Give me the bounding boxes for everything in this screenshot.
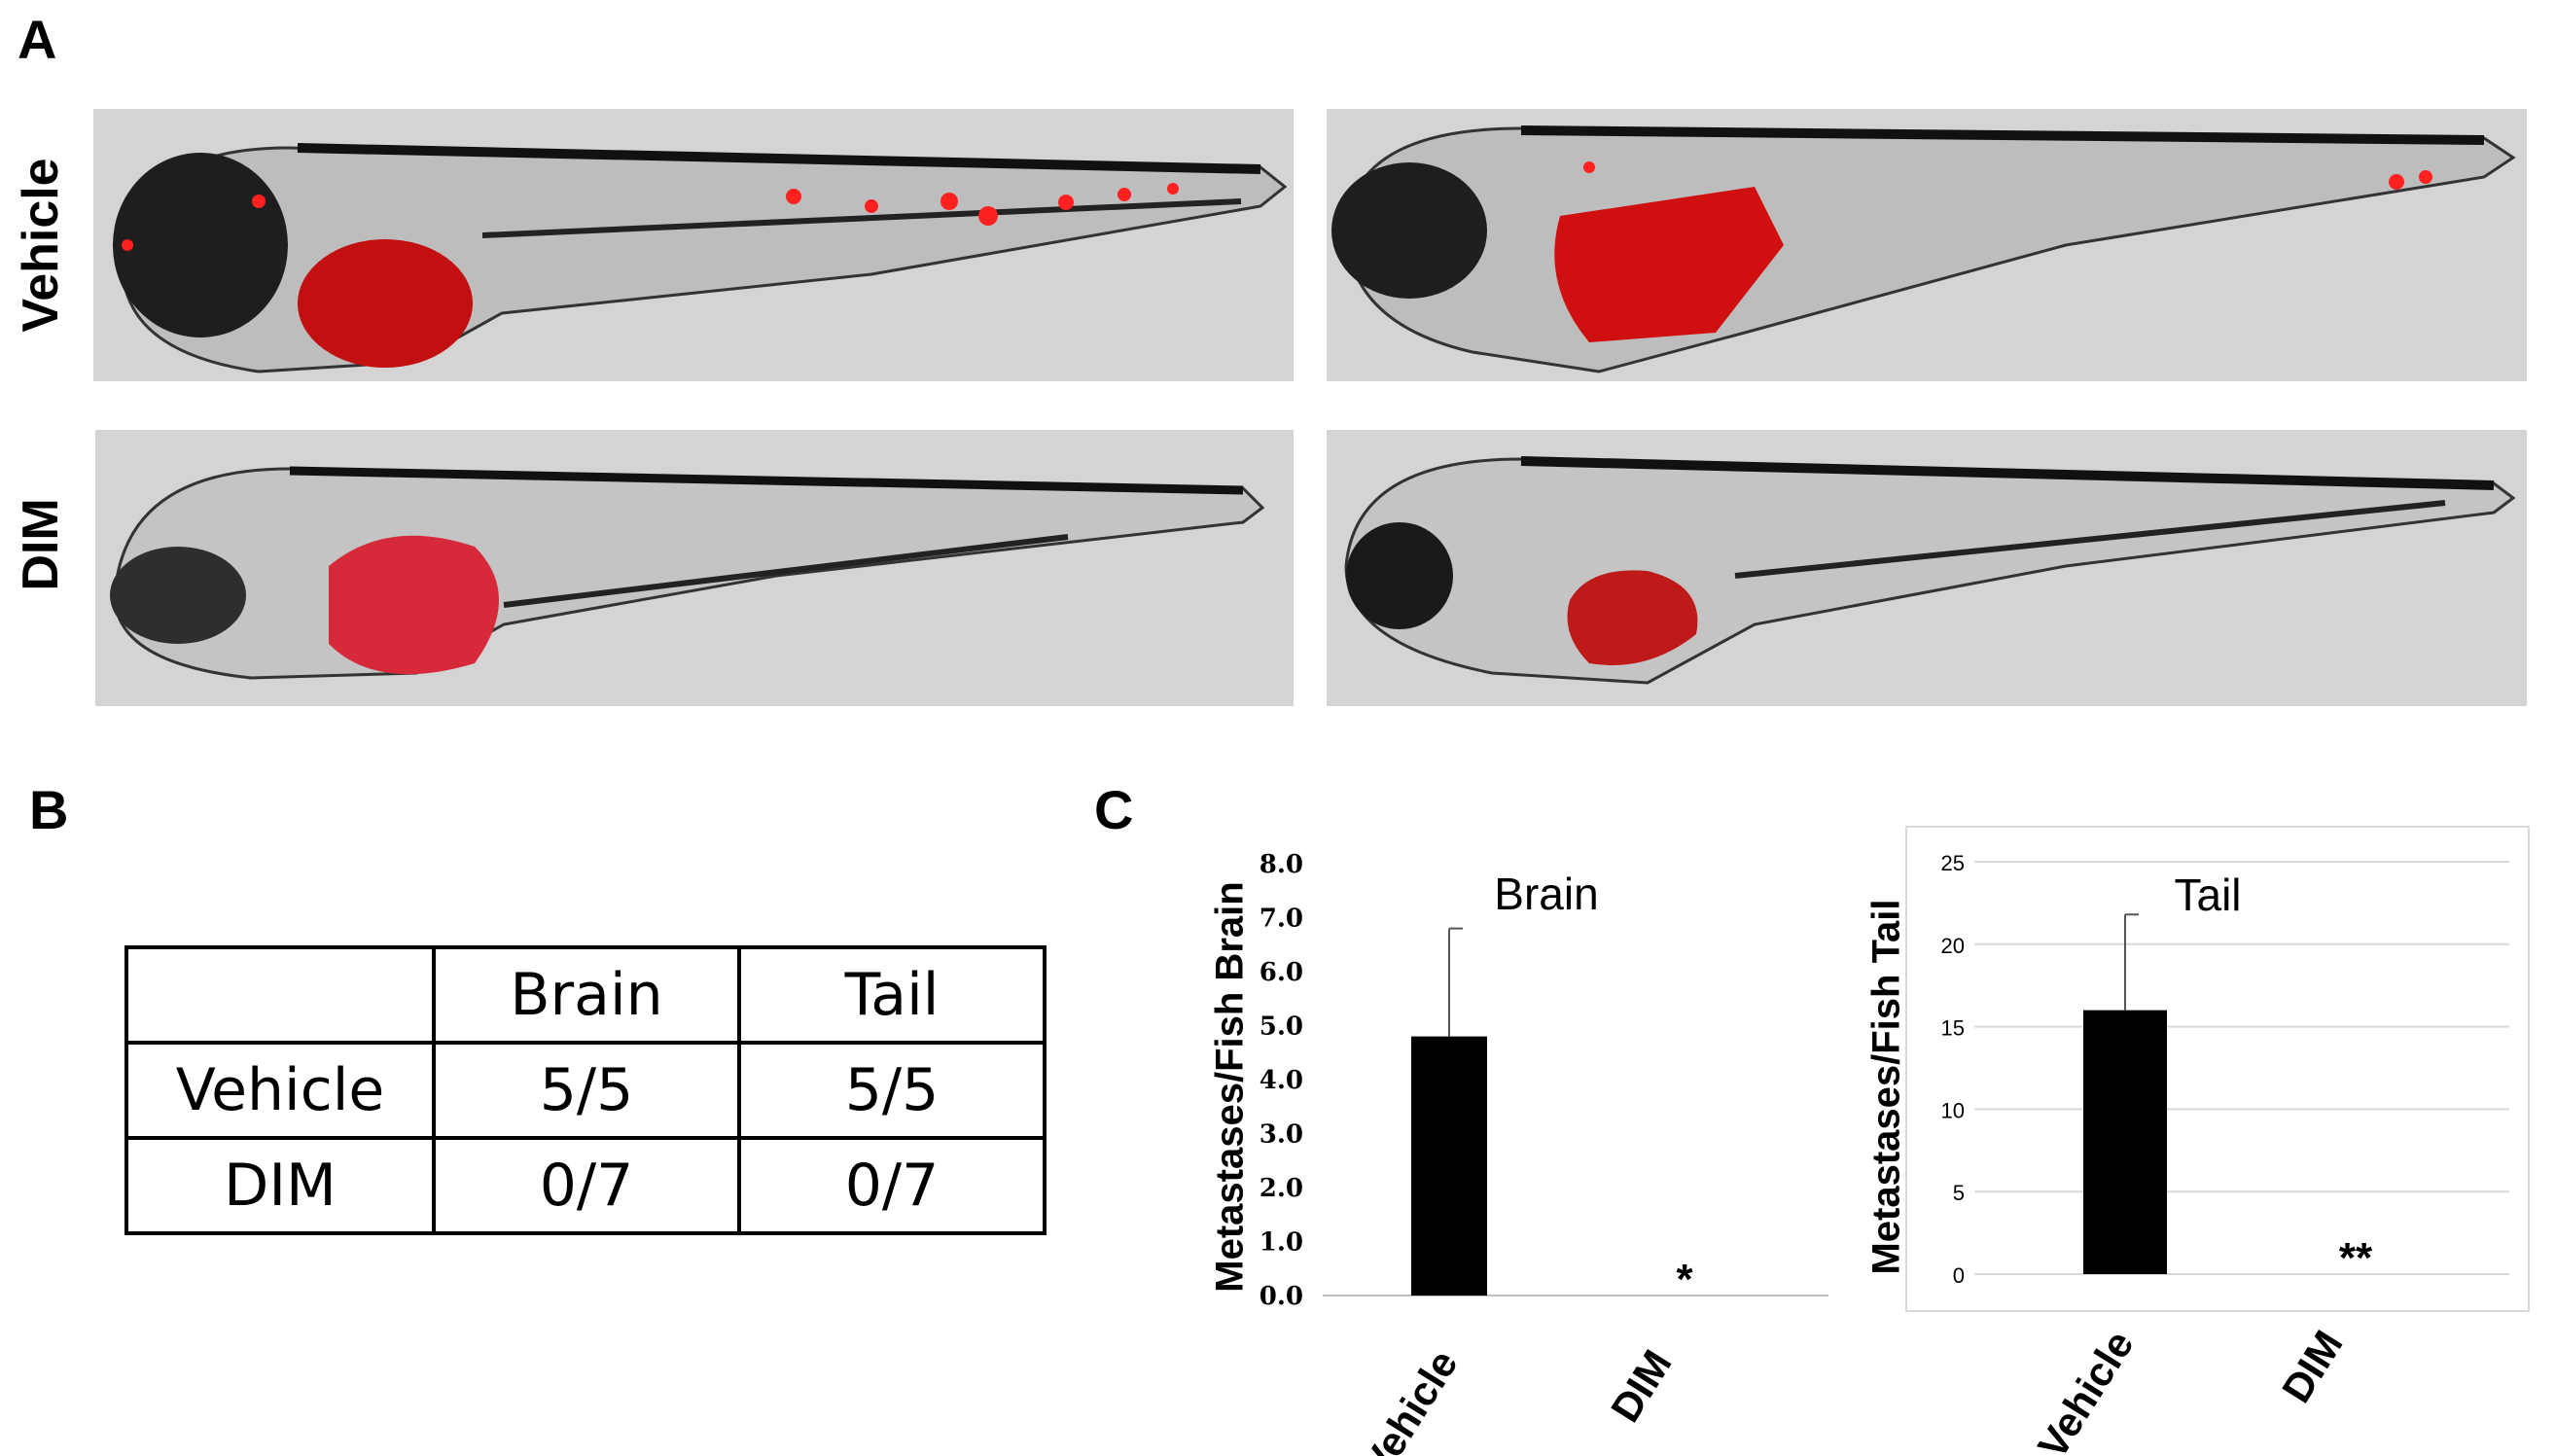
y-tick-label: 15 <box>1941 1016 1965 1041</box>
y-tick-label: 8.0 <box>1260 850 1303 879</box>
y-tick-label: 25 <box>1941 851 1965 875</box>
micrograph-vehicle-2 <box>1327 109 2527 381</box>
row-label-dim: DIM <box>13 498 69 591</box>
table-cell: DIM <box>124 1136 436 1235</box>
row-label-vehicle: Vehicle <box>13 158 69 333</box>
x-tick-label: Vehicle <box>2029 1323 2143 1456</box>
table-cell: 0/7 <box>432 1136 741 1235</box>
significance-annotation: * <box>1676 1256 1693 1303</box>
significance-annotation: ** <box>2339 1234 2373 1282</box>
panel-label-b: B <box>29 779 69 840</box>
brain-chart: 0.0 1.0 2.0 3.0 4.0 5.0 6.0 7.0 8.0 Brain Vehicle *… <box>1245 850 1828 1456</box>
table-cell <box>124 945 436 1045</box>
panel-label-a: A <box>18 9 57 70</box>
y-tick-label: 3.0 <box>1260 1120 1303 1150</box>
y-tick-label: 0.0 <box>1260 1282 1303 1311</box>
tail-chart: 0 5 10 15 20 25 Tail Vehicle ** DIM <box>1905 826 2530 1456</box>
y-tick-label: 20 <box>1941 934 1965 958</box>
y-tick-label: 1.0 <box>1260 1228 1303 1258</box>
table-cell: Brain <box>432 945 741 1045</box>
table-row: DIM 0/7 0/7 <box>124 1136 1047 1235</box>
y-tick-label: 5 <box>1953 1181 1965 1205</box>
table-cell: 5/5 <box>737 1041 1047 1140</box>
table-cell: Tail <box>737 945 1047 1045</box>
y-tick-label: 6.0 <box>1260 958 1303 987</box>
chart-title: Tail <box>2174 870 2241 920</box>
brain-chart-svg: 0.0 1.0 2.0 3.0 4.0 5.0 6.0 7.0 8.0 Brain Vehicle *… <box>1260 850 1828 1456</box>
y-tick-label: 0 <box>1953 1263 1965 1288</box>
table-cell: 0/7 <box>737 1136 1047 1235</box>
table-cell: 5/5 <box>432 1041 741 1140</box>
panel-label-c: C <box>1094 779 1134 840</box>
micrograph-dim-2 <box>1327 430 2527 706</box>
x-tick-label: DIM <box>2273 1323 2352 1410</box>
table-cell: Vehicle <box>124 1041 436 1140</box>
table-row: Brain Tail <box>124 945 1047 1045</box>
micrograph-dim-1 <box>95 430 1294 706</box>
micrograph-vehicle-1 <box>93 109 1294 381</box>
y-tick-label: 10 <box>1941 1098 1965 1122</box>
y-tick-label: 2.0 <box>1260 1174 1303 1203</box>
tail-chart-ylabel: Metastases/Fish Tail <box>1864 899 1908 1275</box>
tail-chart-svg: 0 5 10 15 20 25 Tail Vehicle ** DIM <box>1905 826 2530 1456</box>
chart-title: Brain <box>1494 869 1598 919</box>
bar-vehicle <box>1411 1036 1487 1296</box>
y-tick-label: 4.0 <box>1260 1066 1303 1095</box>
y-tick-label: 7.0 <box>1260 905 1303 934</box>
x-tick-label: DIM <box>1602 1342 1681 1430</box>
y-tick-label: 5.0 <box>1260 1012 1303 1042</box>
incidence-table: Brain Tail Vehicle 5/5 5/5 DIM 0/7 0/7 <box>124 945 1047 1235</box>
x-tick-label: Vehicle <box>1353 1342 1467 1456</box>
chart-frame <box>1905 826 2530 1312</box>
table-row: Vehicle 5/5 5/5 <box>124 1041 1047 1140</box>
bar-vehicle <box>2083 1010 2167 1274</box>
